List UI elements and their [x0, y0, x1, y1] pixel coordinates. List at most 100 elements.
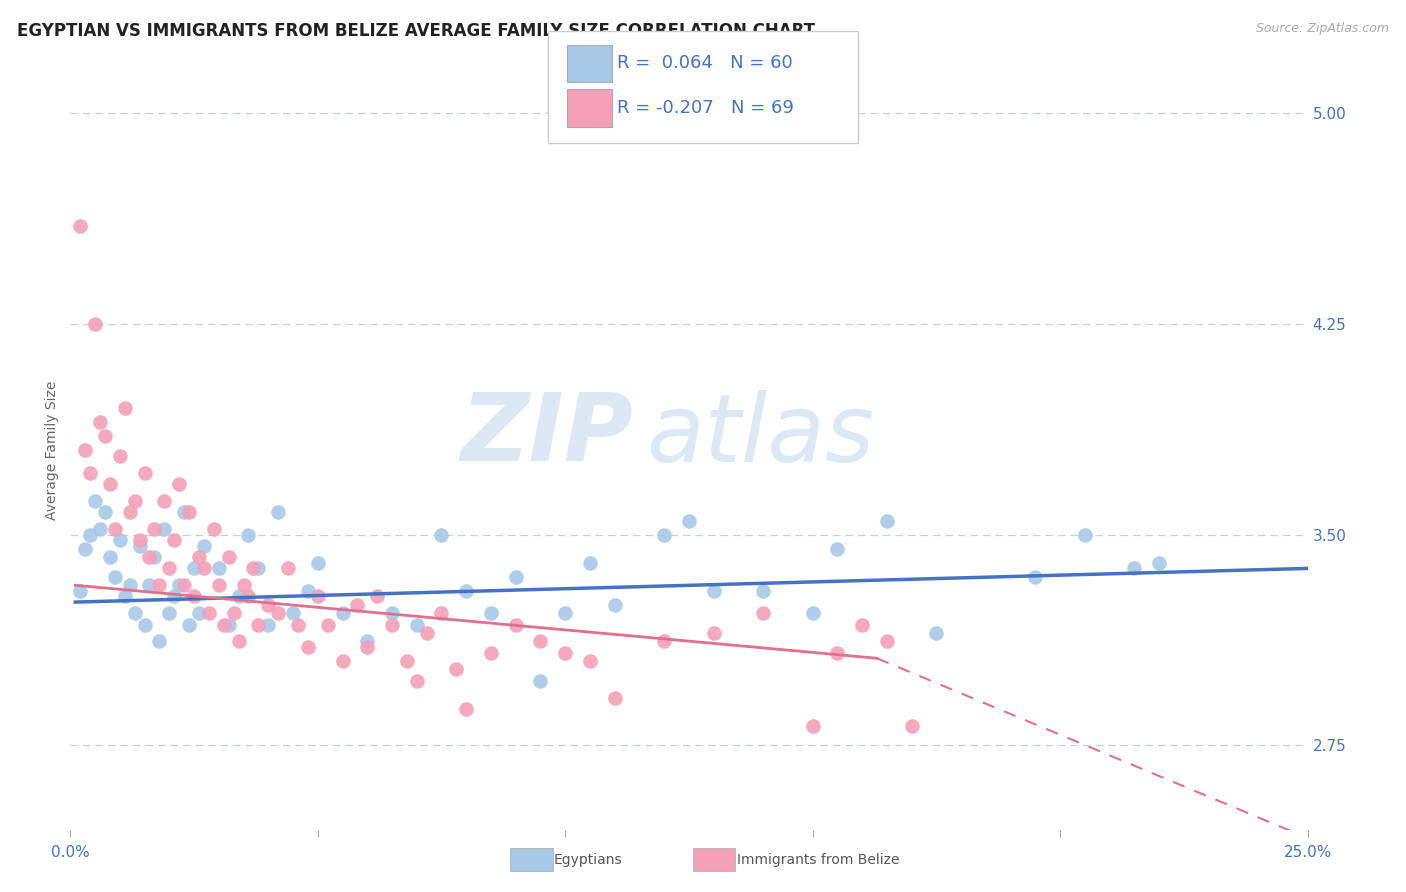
Point	[173, 505, 195, 519]
Point	[446, 663, 468, 677]
Point	[257, 598, 280, 612]
Point	[554, 646, 576, 660]
Point	[316, 617, 339, 632]
Point	[307, 590, 329, 604]
Text: Source: ZipAtlas.com: Source: ZipAtlas.com	[1256, 22, 1389, 36]
Point	[128, 533, 150, 548]
Point	[554, 607, 576, 621]
Point	[287, 617, 309, 632]
Text: R =  0.064   N = 60: R = 0.064 N = 60	[617, 54, 793, 72]
Point	[257, 617, 280, 632]
Point	[173, 578, 195, 592]
Point	[652, 634, 675, 648]
Point	[188, 607, 211, 621]
Point	[177, 617, 200, 632]
Point	[202, 522, 225, 536]
Point	[297, 583, 319, 598]
Point	[163, 590, 186, 604]
Point	[876, 514, 898, 528]
Point	[104, 522, 127, 536]
Point	[118, 578, 141, 592]
Point	[108, 449, 131, 463]
Point	[366, 590, 388, 604]
Point	[925, 626, 948, 640]
Point	[193, 539, 215, 553]
Point	[84, 317, 107, 331]
Y-axis label: Average Family Size: Average Family Size	[45, 381, 59, 520]
Point	[356, 634, 378, 648]
Point	[752, 607, 775, 621]
Point	[277, 561, 299, 575]
Point	[193, 561, 215, 575]
Point	[69, 219, 91, 233]
Point	[98, 550, 121, 565]
Point	[148, 578, 170, 592]
Point	[1123, 561, 1146, 575]
Point	[183, 590, 205, 604]
Point	[167, 578, 190, 592]
Point	[332, 654, 354, 668]
Point	[167, 477, 190, 491]
Text: atlas: atlas	[645, 390, 875, 481]
Point	[114, 590, 136, 604]
Point	[652, 527, 675, 541]
Point	[75, 541, 97, 556]
Point	[94, 429, 117, 443]
Point	[1074, 527, 1097, 541]
Point	[75, 443, 97, 458]
Point	[79, 527, 101, 541]
Point	[124, 607, 146, 621]
Point	[356, 640, 378, 654]
Point	[529, 673, 551, 688]
Point	[346, 598, 368, 612]
Point	[212, 617, 235, 632]
Text: R = -0.207   N = 69: R = -0.207 N = 69	[617, 99, 794, 117]
Point	[430, 527, 453, 541]
Point	[405, 617, 427, 632]
Point	[89, 522, 111, 536]
Text: ZIP: ZIP	[460, 389, 633, 482]
Point	[579, 654, 602, 668]
Point	[79, 466, 101, 480]
Point	[157, 607, 180, 621]
Point	[134, 617, 156, 632]
Point	[381, 617, 404, 632]
Point	[238, 527, 260, 541]
Point	[222, 607, 245, 621]
Point	[118, 505, 141, 519]
Point	[801, 607, 824, 621]
Point	[218, 550, 240, 565]
Point	[267, 607, 290, 621]
Point	[703, 626, 725, 640]
Point	[267, 505, 290, 519]
Point	[678, 514, 700, 528]
Point	[228, 634, 250, 648]
Point	[456, 583, 478, 598]
Point	[143, 522, 166, 536]
Point	[124, 494, 146, 508]
Point	[827, 541, 849, 556]
Point	[208, 561, 231, 575]
Point	[579, 556, 602, 570]
Point	[94, 505, 117, 519]
Point	[479, 607, 502, 621]
Point	[89, 416, 111, 430]
Point	[238, 590, 260, 604]
Point	[247, 561, 270, 575]
Point	[208, 578, 231, 592]
Text: Immigrants from Belize: Immigrants from Belize	[737, 853, 900, 867]
Point	[851, 617, 873, 632]
Point	[128, 539, 150, 553]
Point	[84, 494, 107, 508]
Point	[752, 583, 775, 598]
Point	[138, 578, 160, 592]
Point	[827, 646, 849, 660]
Point	[603, 690, 626, 705]
Point	[307, 556, 329, 570]
Point	[218, 617, 240, 632]
Point	[69, 583, 91, 598]
Point	[157, 561, 180, 575]
Text: Egyptians: Egyptians	[554, 853, 623, 867]
Point	[108, 533, 131, 548]
Point	[801, 719, 824, 733]
